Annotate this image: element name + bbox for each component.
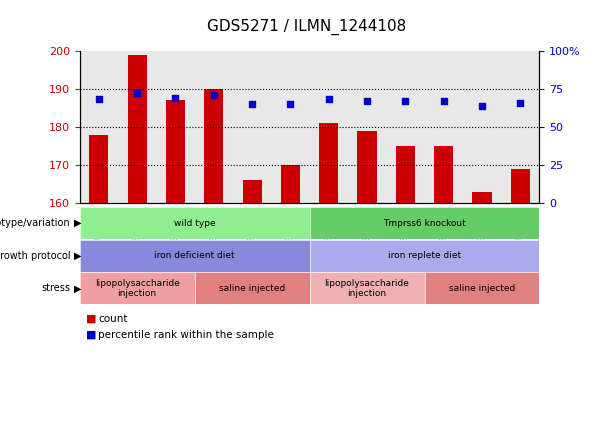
Bar bbox=[128, 55, 147, 203]
Text: genotype/variation: genotype/variation bbox=[0, 218, 70, 228]
Point bbox=[477, 102, 487, 109]
Point bbox=[247, 101, 257, 107]
Bar bbox=[434, 146, 453, 203]
Text: ▶: ▶ bbox=[74, 218, 81, 228]
Point bbox=[170, 95, 180, 102]
Text: count: count bbox=[98, 314, 128, 324]
Text: iron replete diet: iron replete diet bbox=[388, 251, 461, 260]
Text: ▶: ▶ bbox=[74, 251, 81, 261]
Bar bbox=[243, 180, 262, 203]
Bar bbox=[396, 146, 415, 203]
Point bbox=[286, 101, 295, 107]
Point bbox=[209, 91, 219, 98]
Text: growth protocol: growth protocol bbox=[0, 251, 70, 261]
Point bbox=[132, 90, 142, 97]
Bar bbox=[281, 165, 300, 203]
Point bbox=[362, 98, 372, 104]
Point bbox=[439, 98, 449, 104]
Point bbox=[94, 96, 104, 103]
Bar bbox=[166, 100, 185, 203]
Text: iron deficient diet: iron deficient diet bbox=[154, 251, 235, 260]
Point bbox=[400, 98, 410, 104]
Text: ▶: ▶ bbox=[74, 283, 81, 293]
Text: Tmprss6 knockout: Tmprss6 knockout bbox=[383, 219, 466, 228]
Text: ■: ■ bbox=[86, 314, 96, 324]
Text: GDS5271 / ILMN_1244108: GDS5271 / ILMN_1244108 bbox=[207, 19, 406, 35]
Bar bbox=[204, 89, 223, 203]
Bar bbox=[319, 123, 338, 203]
Bar bbox=[89, 135, 109, 203]
Text: stress: stress bbox=[42, 283, 70, 293]
Text: percentile rank within the sample: percentile rank within the sample bbox=[98, 330, 274, 340]
Text: lipopolysaccharide
injection: lipopolysaccharide injection bbox=[95, 279, 180, 298]
Point bbox=[324, 96, 333, 103]
Bar bbox=[357, 131, 376, 203]
Point bbox=[516, 99, 525, 106]
Bar bbox=[511, 169, 530, 203]
Text: saline injected: saline injected bbox=[449, 284, 515, 293]
Bar bbox=[473, 192, 492, 203]
Text: ■: ■ bbox=[86, 330, 96, 340]
Text: lipopolysaccharide
injection: lipopolysaccharide injection bbox=[325, 279, 409, 298]
Text: saline injected: saline injected bbox=[219, 284, 285, 293]
Text: wild type: wild type bbox=[174, 219, 215, 228]
